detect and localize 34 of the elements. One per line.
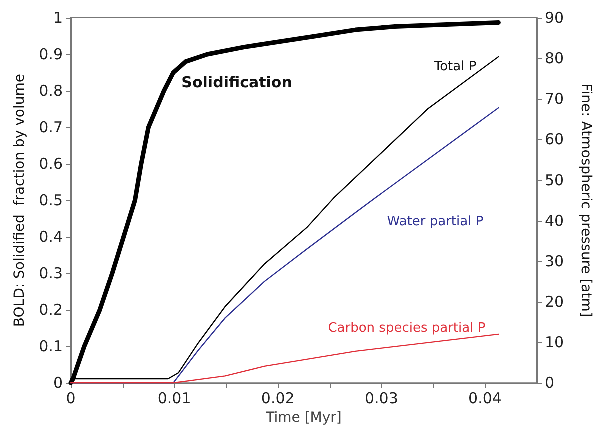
y-tick-label: 0.8 [39, 82, 63, 100]
x-tick-label: 0 [66, 390, 76, 408]
y2-tick-label: 50 [545, 171, 564, 190]
y-tick-label: 0.3 [39, 264, 63, 283]
x-axis-title: Time [Myr] [265, 410, 342, 426]
y2-tick-label: 80 [545, 50, 564, 68]
y-tick-label: 0.6 [39, 155, 63, 174]
y2-tick-label: 90 [545, 9, 564, 27]
series-label: Total P [433, 59, 477, 74]
y2-tick-label: 10 [545, 334, 564, 352]
y-axis-title: BOLD: Solidified fraction by volume [12, 74, 28, 328]
y2-tick-label: 20 [545, 292, 564, 311]
y-tick-label: 0.2 [39, 301, 63, 320]
y2-tick-label: 60 [545, 130, 564, 149]
y-tick-label: 0.7 [39, 118, 63, 137]
y-tick-label: 0.4 [39, 228, 63, 246]
x-tick-label: 0.01 [158, 390, 192, 408]
y-tick-label: 1 [53, 9, 63, 27]
y2-axis-title: Fine: Atmospheric pressure [atm] [578, 84, 594, 318]
series-label: Solidification [182, 74, 292, 92]
y-tick-label: 0.5 [39, 192, 63, 210]
y2-tick-label: 40 [545, 212, 564, 230]
y-tick-label: 0.1 [39, 338, 63, 356]
series-label: Water partial P [387, 214, 484, 230]
x-tick-label: 0.03 [364, 390, 398, 408]
y2-tick-label: 70 [545, 90, 564, 108]
y2-tick-label: 30 [545, 252, 564, 270]
line-series [70, 334, 500, 384]
y-tick-label: 0.9 [39, 46, 63, 64]
y2-tick-label: 0 [545, 374, 555, 392]
x-tick-label: 0.04 [468, 390, 502, 408]
series-label: Carbon species partial P [328, 320, 486, 336]
x-tick-label: 0.02 [261, 390, 295, 408]
y-tick-label: 0 [53, 374, 63, 392]
